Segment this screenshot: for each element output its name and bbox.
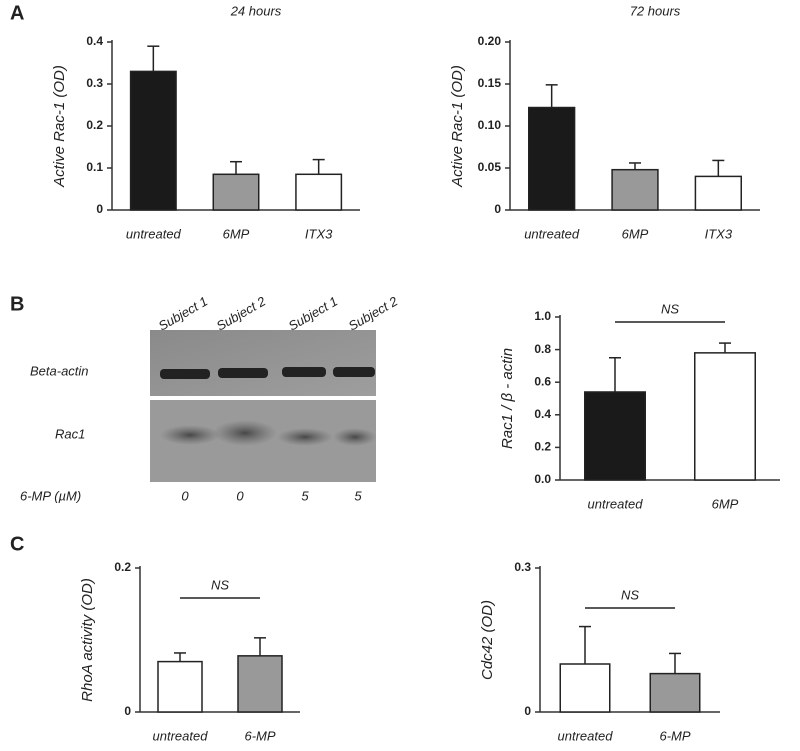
x-tick-label: untreated xyxy=(588,496,644,511)
x-tick-label: untreated xyxy=(524,226,580,241)
y-tick-label: 0.2 xyxy=(114,560,131,574)
lane-label: Subject 2 xyxy=(346,293,401,333)
bar xyxy=(212,173,260,211)
band xyxy=(213,420,277,446)
y-tick-label: 0 xyxy=(494,202,501,216)
panel-letter: B xyxy=(10,293,24,315)
y-tick-label: 0.05 xyxy=(478,160,502,174)
lane-label: Subject 1 xyxy=(156,293,210,333)
x-tick-label: ITX3 xyxy=(705,226,733,241)
western-blot: Beta-actin Rac1 6-MP (µM) Subject 1 Subj… xyxy=(20,293,401,503)
y-tick-label: 0.1 xyxy=(86,160,103,174)
dose: 5 xyxy=(354,488,362,503)
bar xyxy=(694,175,743,211)
band xyxy=(333,428,377,446)
bar xyxy=(694,352,756,481)
y-tick-label: 0.4 xyxy=(86,34,103,48)
bar xyxy=(649,672,701,713)
band xyxy=(333,367,375,377)
x-tick-label: untreated xyxy=(558,728,614,743)
x-tick-label: untreated xyxy=(153,728,209,743)
y-tick-label: 0.0 xyxy=(534,472,551,486)
y-tick-label: 0.20 xyxy=(478,34,502,48)
bar xyxy=(584,391,646,481)
y-tick-label: 0 xyxy=(96,202,103,216)
dose: 0 xyxy=(181,488,189,503)
y-tick-label: 0 xyxy=(524,704,531,718)
y-axis-label: Rac1 / β - actin xyxy=(499,348,516,449)
panel-letter: A xyxy=(10,2,24,24)
bar xyxy=(295,173,343,211)
blot-membrane xyxy=(150,330,376,396)
y-tick-label: 0.6 xyxy=(534,374,551,388)
x-tick-label: 6MP xyxy=(622,226,649,241)
bar xyxy=(129,70,177,211)
band xyxy=(218,368,268,378)
y-axis-label: Active Rac-1 (OD) xyxy=(449,65,466,188)
y-tick-label: 0.3 xyxy=(86,76,103,90)
y-axis-label: Cdc42 (OD) xyxy=(479,600,496,680)
y-tick-label: 0.3 xyxy=(514,560,531,574)
annotation: NS xyxy=(661,301,679,316)
y-tick-label: 0 xyxy=(124,704,131,718)
x-tick-label: 6-MP xyxy=(244,728,275,743)
y-tick-label: 0.8 xyxy=(534,342,551,356)
lane-label: Subject 2 xyxy=(214,293,269,333)
y-tick-label: 0.2 xyxy=(534,440,551,454)
bar xyxy=(237,655,283,713)
y-tick-label: 0.10 xyxy=(478,118,502,132)
bar xyxy=(528,106,576,211)
annotation: NS xyxy=(621,587,639,602)
x-tick-label: untreated xyxy=(126,226,182,241)
y-tick-label: 0.4 xyxy=(534,407,551,421)
chart-title: 24 hours xyxy=(230,3,282,18)
y-tick-label: 1.0 xyxy=(534,309,551,323)
x-tick-label: 6-MP xyxy=(659,728,690,743)
x-tick-label: 6MP xyxy=(223,226,250,241)
band xyxy=(277,428,333,446)
bar xyxy=(611,168,659,211)
blot-row-label: Beta-actin xyxy=(30,363,89,378)
y-axis-label: RhoA activity (OD) xyxy=(79,578,96,702)
dose: 0 xyxy=(236,488,244,503)
annotation: NS xyxy=(211,577,229,592)
bar xyxy=(559,663,611,713)
blot-row-label: Rac1 xyxy=(55,426,85,441)
chart-title: 72 hours xyxy=(630,3,681,18)
y-axis-label: Active Rac-1 (OD) xyxy=(51,65,68,188)
band xyxy=(160,425,220,445)
band xyxy=(160,369,210,379)
dose-label: 6-MP (µM) xyxy=(20,488,81,503)
lane-label: Subject 1 xyxy=(286,293,340,333)
dose: 5 xyxy=(301,488,309,503)
bar xyxy=(157,660,203,713)
y-tick-label: 0.2 xyxy=(86,118,103,132)
x-tick-label: 6MP xyxy=(712,496,739,511)
band xyxy=(282,367,326,377)
panel-letter: C xyxy=(10,533,24,555)
x-tick-label: ITX3 xyxy=(305,226,333,241)
y-tick-label: 0.15 xyxy=(478,76,502,90)
